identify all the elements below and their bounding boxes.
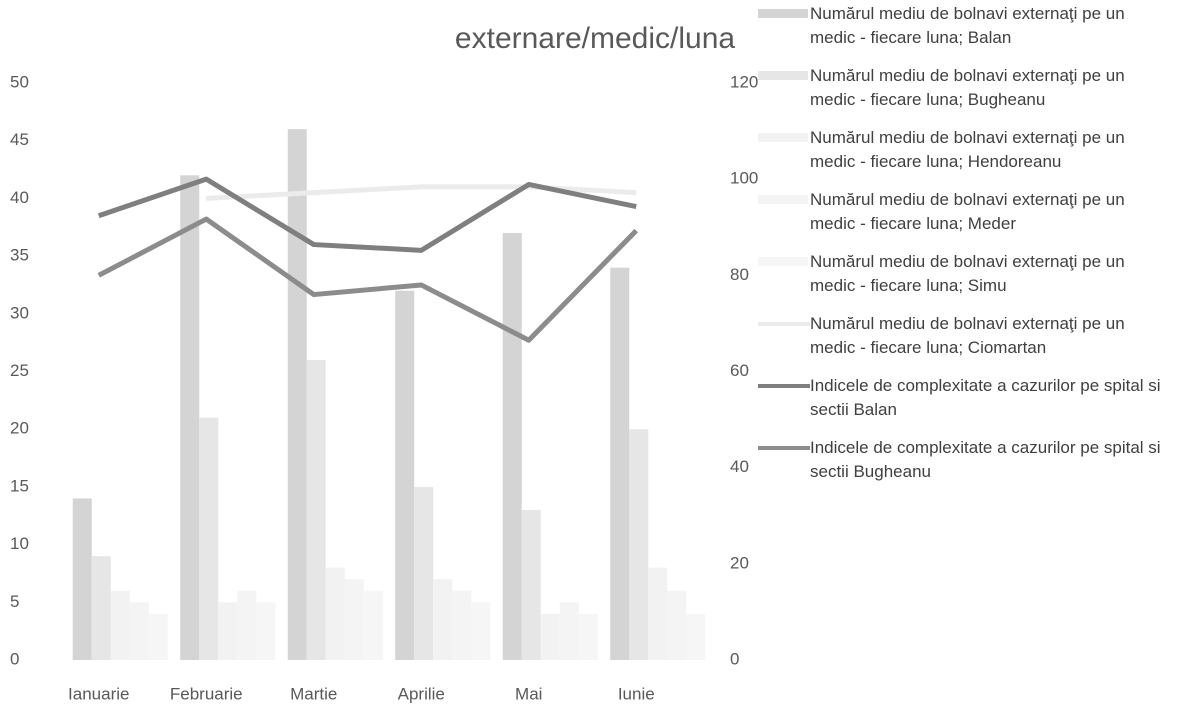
legend-label: Numărul mediu de bolnavi externaţi pe un…: [810, 190, 1125, 233]
bar: [129, 602, 149, 660]
bar: [237, 590, 257, 660]
bar: [395, 290, 415, 660]
y2-tick-label: 80: [730, 265, 749, 284]
y-tick-label: 0: [10, 649, 19, 668]
y-tick-label: 10: [10, 534, 29, 553]
legend-marker: [758, 71, 808, 80]
legend-label: Indicele de complexitate a cazurilor pe …: [810, 376, 1161, 419]
y-tick-label: 20: [10, 419, 29, 438]
legend: Numărul mediu de bolnavi externaţi pe un…: [750, 2, 1180, 498]
bar: [344, 579, 364, 660]
bar: [306, 359, 326, 660]
legend-label: Numărul mediu de bolnavi externaţi pe un…: [810, 314, 1125, 357]
bar: [325, 567, 345, 660]
bar: [629, 429, 649, 660]
y2-tick-label: 60: [730, 361, 749, 380]
y2-tick-label: 120: [730, 72, 758, 91]
bar: [452, 590, 472, 660]
bar: [559, 602, 579, 660]
bar: [199, 417, 219, 660]
y-tick-label: 15: [10, 476, 29, 495]
bar: [110, 590, 130, 660]
y-tick-label: 45: [10, 130, 29, 149]
legend-item: Indicele de complexitate a cazurilor pe …: [750, 436, 1180, 484]
y-tick-label: 50: [10, 72, 29, 91]
x-tick-label: Februarie: [170, 684, 243, 703]
legend-label: Numărul mediu de bolnavi externaţi pe un…: [810, 128, 1125, 171]
bar: [471, 602, 491, 660]
y2-tick-label: 100: [730, 169, 758, 188]
legend-marker: [758, 446, 810, 450]
bar: [610, 267, 630, 660]
x-tick-label: Mai: [515, 684, 542, 703]
line-series: [97, 216, 639, 343]
legend-marker: [758, 384, 810, 388]
bar: [540, 613, 560, 660]
y-tick-label: 5: [10, 592, 19, 611]
legend-swatch: [758, 133, 808, 142]
y-tick-label: 25: [10, 361, 29, 380]
legend-item: Numărul mediu de bolnavi externaţi pe un…: [750, 126, 1180, 174]
bar: [433, 579, 453, 660]
bar: [91, 556, 111, 660]
legend-swatch: [758, 195, 808, 204]
legend-swatch: [758, 257, 808, 266]
legend-item: Indicele de complexitate a cazurilor pe …: [750, 374, 1180, 422]
bar: [180, 175, 200, 660]
legend-marker: [758, 195, 808, 204]
chart-title: externare/medic/luna: [455, 22, 735, 55]
line-series: [97, 176, 637, 253]
legend-item: Numărul mediu de bolnavi externaţi pe un…: [750, 312, 1180, 360]
y-tick-label: 40: [10, 188, 29, 207]
y-tick-label: 30: [10, 303, 29, 322]
bar: [521, 509, 541, 660]
legend-item: Numărul mediu de bolnavi externaţi pe un…: [750, 2, 1180, 50]
x-tick-label: Ianuarie: [68, 684, 129, 703]
bar: [72, 498, 92, 660]
legend-item: Numărul mediu de bolnavi externaţi pe un…: [750, 250, 1180, 298]
line-series: [206, 184, 637, 201]
y2-tick-label: 20: [730, 553, 749, 572]
y2-tick-label: 0: [730, 649, 739, 668]
bar: [686, 613, 706, 660]
legend-item: Numărul mediu de bolnavi externaţi pe un…: [750, 188, 1180, 236]
legend-marker: [758, 9, 808, 18]
legend-marker: [758, 133, 808, 142]
legend-label: Indicele de complexitate a cazurilor pe …: [810, 438, 1161, 481]
bar: [667, 590, 687, 660]
bar: [414, 486, 434, 660]
y-tick-label: 35: [10, 246, 29, 265]
legend-item: Numărul mediu de bolnavi externaţi pe un…: [750, 64, 1180, 112]
x-tick-label: Aprilie: [398, 684, 445, 703]
legend-marker: [758, 257, 808, 266]
legend-label: Numărul mediu de bolnavi externaţi pe un…: [810, 252, 1125, 295]
legend-label: Numărul mediu de bolnavi externaţi pe un…: [810, 4, 1125, 47]
bar: [648, 567, 668, 660]
legend-swatch: [758, 9, 808, 18]
x-tick-label: Martie: [290, 684, 337, 703]
bar: [287, 129, 307, 660]
bar: [363, 590, 383, 660]
bar: [578, 613, 598, 660]
bar: [148, 613, 168, 660]
y2-tick-label: 40: [730, 457, 749, 476]
bar: [502, 233, 522, 660]
x-tick-label: Iunie: [618, 684, 655, 703]
bar: [218, 602, 238, 660]
bar: [256, 602, 276, 660]
legend-marker: [758, 322, 810, 326]
legend-label: Numărul mediu de bolnavi externaţi pe un…: [810, 66, 1125, 109]
legend-swatch: [758, 71, 808, 80]
